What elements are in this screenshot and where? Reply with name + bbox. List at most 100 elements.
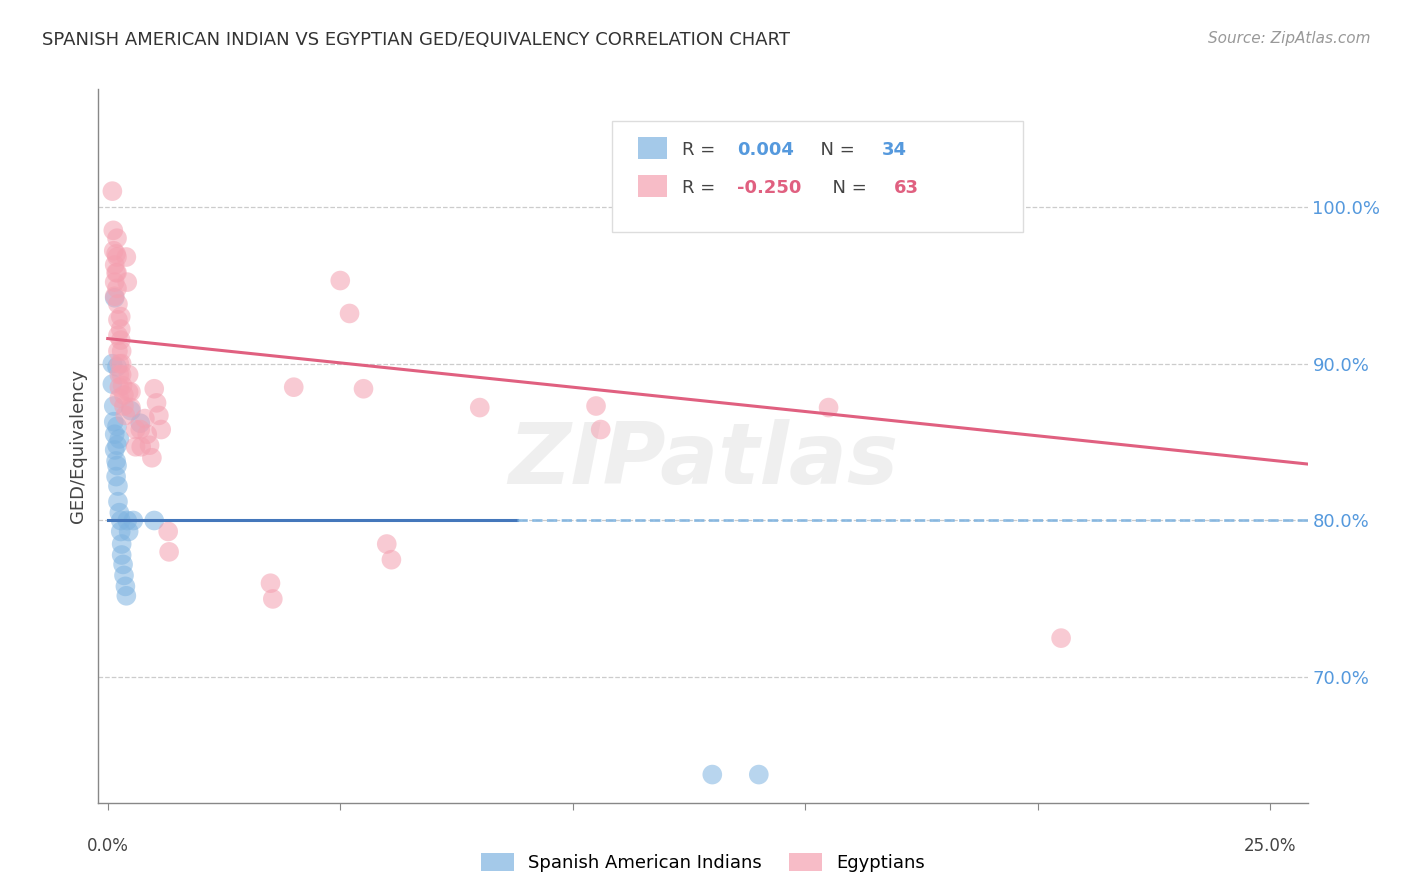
Point [353,382,375,396]
Point [101,357,124,371]
Point [118,384,141,399]
Point [129,423,152,437]
Point [150,423,173,437]
Point [110,322,132,336]
Point [468,401,491,415]
Point [111,548,134,562]
Point [110,310,132,324]
Point [111,357,134,371]
Point [124,440,146,454]
Point [101,377,124,392]
Point [120,384,142,399]
Text: 34: 34 [882,141,907,159]
Point [104,289,127,303]
Point [124,423,146,437]
Point [108,380,131,394]
Point [115,589,138,603]
Text: R =: R = [682,141,721,159]
Point [110,333,132,347]
FancyBboxPatch shape [612,121,1024,232]
Point [103,244,125,258]
Point [108,432,131,446]
Point [157,524,180,539]
Point [105,419,128,434]
Point [112,388,135,402]
Point [103,399,125,413]
Point [112,568,135,582]
Point [105,469,128,483]
Point [115,250,138,264]
Point [117,514,139,528]
Point [114,409,136,423]
Point [141,450,163,465]
Point [112,558,135,572]
Point [143,382,166,396]
Text: ZIPatlas: ZIPatlas [508,418,898,502]
Point [138,438,160,452]
Point [157,545,180,559]
Point [702,767,724,781]
Point [104,258,127,272]
Point [148,409,170,423]
Text: 63: 63 [894,178,920,196]
Text: -0.250: -0.250 [737,178,801,196]
Point [110,524,132,539]
Point [105,250,128,264]
Point [107,494,129,508]
Point [104,275,127,289]
Point [105,458,128,473]
Text: 0.0%: 0.0% [87,838,129,855]
Point [105,266,128,280]
Point [111,378,134,392]
Point [375,537,398,551]
Text: N =: N = [810,141,860,159]
Point [145,396,167,410]
Text: SPANISH AMERICAN INDIAN VS EGYPTIAN GED/EQUIVALENCY CORRELATION CHART: SPANISH AMERICAN INDIAN VS EGYPTIAN GED/… [42,31,790,49]
Point [107,312,129,326]
Point [105,454,128,468]
Text: N =: N = [821,178,873,196]
Point [105,281,128,295]
FancyBboxPatch shape [638,175,666,197]
Text: 25.0%: 25.0% [1244,838,1296,855]
Point [817,401,839,415]
Point [129,440,152,454]
Point [143,514,166,528]
Point [111,537,134,551]
Point [118,368,141,382]
Point [108,391,131,405]
Point [114,579,136,593]
Point [103,415,125,429]
Point [108,506,131,520]
FancyBboxPatch shape [638,137,666,159]
Point [129,417,152,431]
Point [120,401,142,415]
Point [104,427,127,442]
Point [262,591,284,606]
Point [105,359,128,374]
Point [111,344,134,359]
Point [105,266,128,280]
Point [107,344,129,359]
Point [107,328,129,343]
Point [117,275,139,289]
Point [112,399,135,413]
Point [103,223,125,237]
Point [589,423,612,437]
Point [339,306,361,320]
Text: Source: ZipAtlas.com: Source: ZipAtlas.com [1208,31,1371,46]
Point [110,514,132,528]
Point [120,403,142,417]
Point [104,291,127,305]
Point [118,524,141,539]
Text: 0.004: 0.004 [737,141,794,159]
Point [108,357,131,371]
Point [122,514,145,528]
Point [259,576,281,591]
Point [105,247,128,261]
Point [105,231,128,245]
Text: R =: R = [682,178,721,196]
Point [585,399,607,413]
Legend: Spanish American Indians, Egyptians: Spanish American Indians, Egyptians [474,846,932,880]
Point [111,368,134,382]
